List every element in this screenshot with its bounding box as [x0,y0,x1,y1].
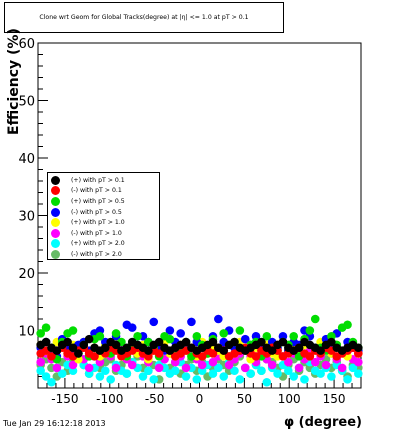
y-tick-label: 40 [18,152,35,167]
legend-label: (+) with pT > 2.0 [71,240,125,248]
legend-marker-icon [51,218,60,228]
y-axis-label: Efficiency (%) [6,28,22,135]
timestamp-footer: Tue Jan 29 16:12:18 2013 [3,419,106,428]
x-tick-label: -100 [96,392,123,406]
legend-label: (-) with pT > 0.5 [71,208,122,216]
legend-item: (+) with pT > 0.5 [48,196,159,207]
legend-marker-icon [51,175,60,185]
x-tick-label: 150 [323,392,346,406]
legend-item: (+) with pT > 1.0 [48,217,159,228]
x-tick-label: 100 [278,392,301,406]
legend-marker-icon [51,249,60,259]
legend-marker-icon [51,228,60,238]
x-axis-label: φ (degree) [283,415,362,430]
legend-item: (+) with pT > 2.0 [48,239,159,250]
y-tick-label: 60 [18,37,35,52]
y-tick-label: 20 [18,267,35,282]
x-tick-label: -50 [145,392,165,406]
chart-title-box: Clone wrt Geom for Global Tracks(degree)… [4,2,284,33]
legend-label: (-) with pT > 0.1 [71,187,122,195]
chart-title: Clone wrt Geom for Global Tracks(degree)… [39,14,249,21]
legend-label: (-) with pT > 1.0 [71,229,122,237]
legend-item: (-) with pT > 2.0 [48,249,159,260]
legend-label: (+) with pT > 1.0 [71,219,125,227]
legend-label: (+) with pT > 0.5 [71,197,125,205]
x-tick-label: 0 [196,392,204,406]
legend-item: (-) with pT > 1.0 [48,228,159,239]
legend-marker-icon [51,207,60,217]
x-tick-label: 50 [237,392,252,406]
legend-item: (-) with pT > 0.5 [48,207,159,218]
x-tick-label: -150 [51,392,78,406]
legend-label: (-) with pT > 2.0 [71,250,122,258]
legend-item: (-) with pT > 0.1 [48,186,159,197]
legend-marker-icon [51,186,60,196]
y-tick-label: 30 [18,210,35,225]
y-tick-label: 50 [18,95,35,110]
legend-marker-icon [51,196,60,206]
legend: (+) with pT > 0.1 (-) with pT > 0.1 (+) wi… [47,172,160,260]
legend-label: (+) with pT > 0.1 [71,176,125,184]
legend-item: (+) with pT > 0.1 [48,175,159,186]
data-points [36,314,363,387]
legend-marker-icon [51,239,60,249]
y-tick-label: 10 [18,325,35,340]
